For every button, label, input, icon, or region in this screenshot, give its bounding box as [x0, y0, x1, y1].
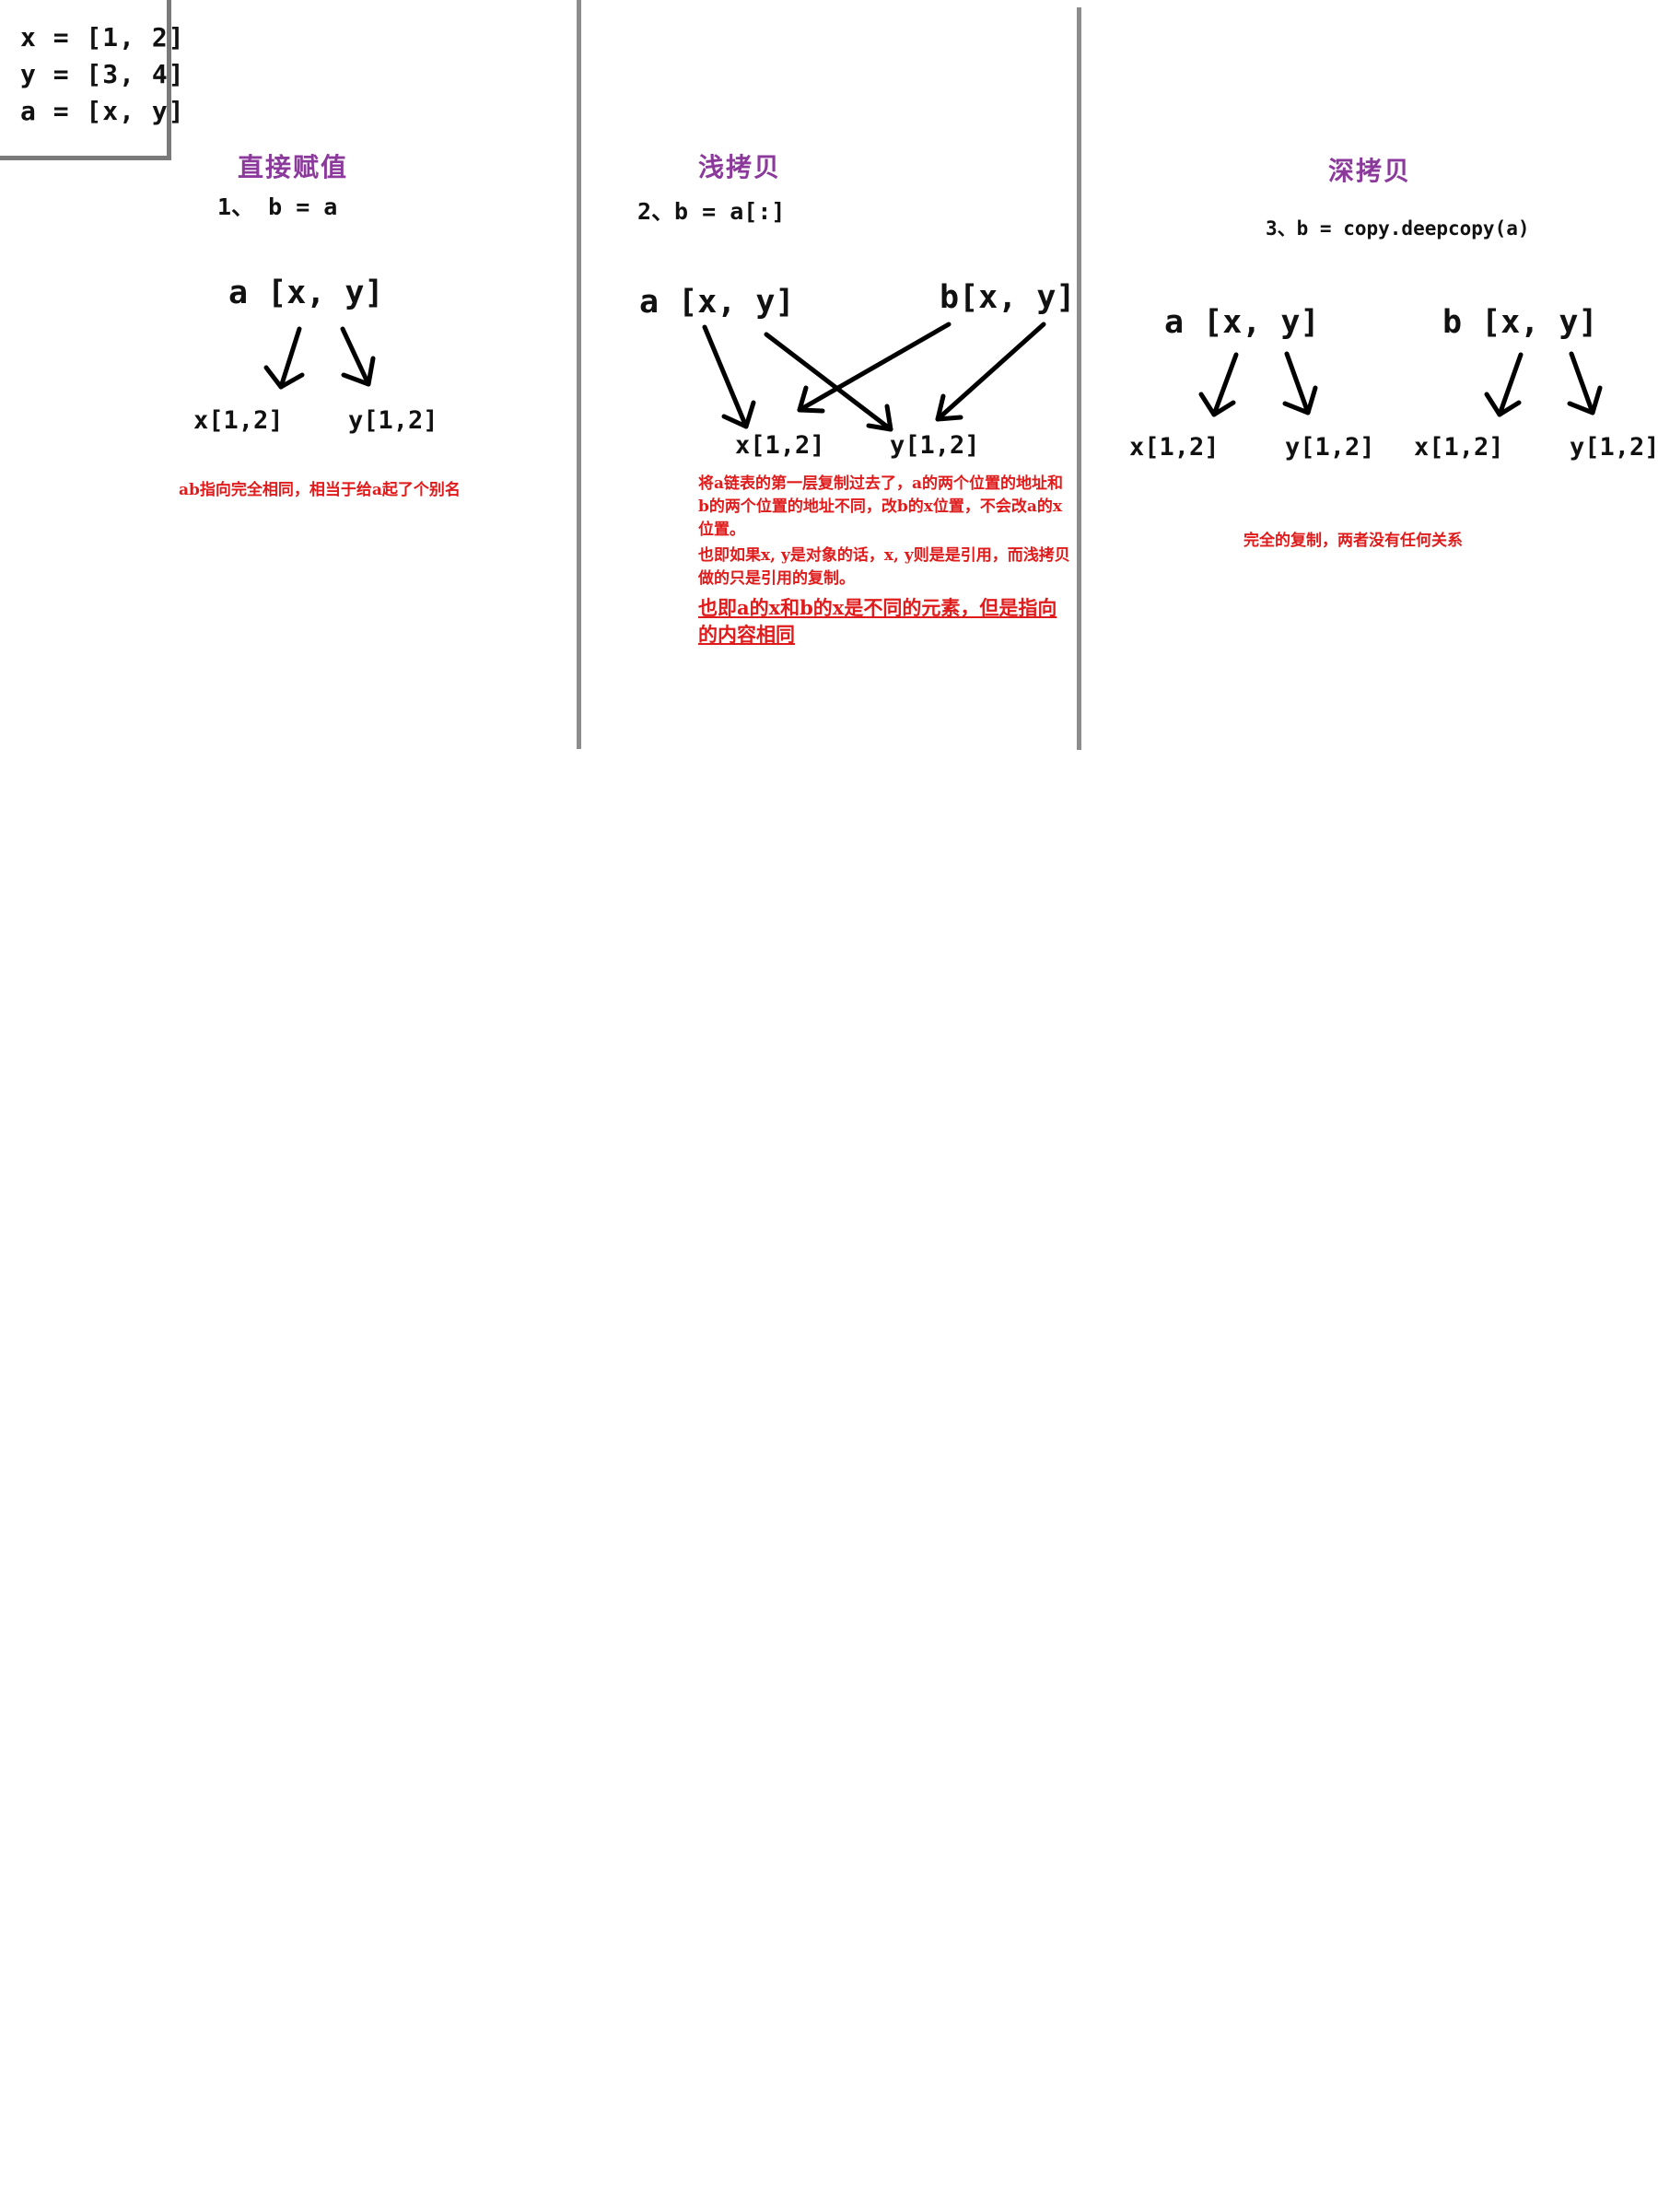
- section1-heading: 直接赋值: [238, 152, 349, 182]
- section2-list-b: b[x, y]: [940, 279, 1076, 316]
- arrowhead-ay-to-y: [866, 404, 893, 432]
- section2-node-y: y[1,2]: [890, 431, 980, 460]
- arrowhead-by-to-y: [935, 393, 963, 422]
- section-divider-2: [1077, 7, 1081, 750]
- arrowhead-b3-to-y: [1567, 385, 1603, 415]
- section2-heading: 浅拷贝: [698, 152, 782, 182]
- arrow-a3-to-x: [1211, 352, 1239, 417]
- section3-heading: 深拷贝: [1328, 156, 1412, 186]
- arrow-a3-to-y: [1284, 351, 1311, 415]
- section3-node-a-x: x[1,2]: [1129, 433, 1220, 462]
- arrow-a-to-x: [278, 326, 302, 390]
- arrow-b3-to-y: [1569, 351, 1595, 415]
- section3-note: 完全的复制，两者没有任何关系: [1244, 532, 1463, 550]
- definition-a: a = [x, y]: [20, 96, 185, 126]
- arrow-ay-to-y: [764, 332, 893, 432]
- arrowhead-b3-to-x: [1484, 392, 1522, 417]
- section2-note-2: 也即如果x, y是对象的话，x, y则是是引用，而浅拷贝做的只是引用的复制。: [698, 546, 1070, 588]
- section3-list-a: a [x, y]: [1164, 304, 1320, 341]
- section3-node-b-x: x[1,2]: [1414, 433, 1504, 462]
- arrowhead-a-to-x: [263, 365, 305, 390]
- section2-note-3: 也即a的x和b的x是不同的元素，但是指向的内容相同: [698, 596, 1057, 646]
- definitions-box: [0, 0, 171, 160]
- section1-note: ab指向完全相同，相当于给a起了个别名: [179, 481, 461, 499]
- section1-node-x: x[1,2]: [193, 406, 284, 435]
- section1-statement: 1、 b = a: [217, 193, 338, 220]
- arrow-ax-to-x: [702, 324, 749, 429]
- section3-statement: 3、b = copy.deepcopy(a): [1266, 217, 1530, 240]
- section2-statement: 2、b = a[:]: [637, 198, 786, 225]
- section1-node-y: y[1,2]: [348, 406, 438, 435]
- section-divider-1: [577, 0, 581, 749]
- section1-list-a: a [x, y]: [228, 275, 384, 311]
- arrowhead-a-to-y: [341, 356, 376, 387]
- section2-note-1: 将a链表的第一层复制过去了，a的两个位置的地址和b的两个位置的地址不同，改b的x…: [698, 474, 1064, 539]
- section3-node-b-y: y[1,2]: [1570, 433, 1658, 462]
- arrow-bx-to-x: [797, 322, 952, 413]
- section2-list-a: a [x, y]: [639, 284, 795, 321]
- arrow-b3-to-x: [1497, 352, 1524, 417]
- reference-arrows: [263, 322, 1603, 432]
- arrow-a-to-y: [340, 326, 371, 387]
- section3-node-a-y: y[1,2]: [1285, 433, 1375, 462]
- arrowhead-a3-to-x: [1198, 392, 1236, 417]
- definition-x: x = [1, 2]: [20, 22, 185, 53]
- arrowhead-ax-to-x: [721, 400, 756, 429]
- section3-list-b: b [x, y]: [1442, 304, 1598, 341]
- arrowhead-bx-to-x: [797, 385, 825, 414]
- arrowhead-a3-to-y: [1282, 385, 1318, 415]
- definition-y: y = [3, 4]: [20, 59, 185, 89]
- section2-node-x: x[1,2]: [735, 431, 825, 460]
- arrow-by-to-y: [935, 322, 1046, 422]
